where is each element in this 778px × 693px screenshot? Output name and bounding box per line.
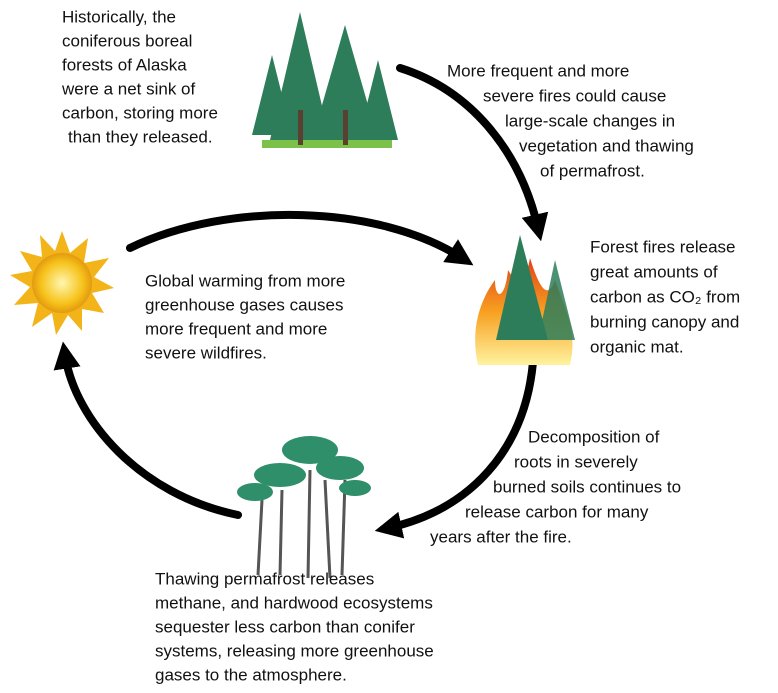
- arrows: [53, 64, 549, 539]
- sun: [10, 231, 114, 335]
- label-line: methane, and hardwood ecosystems: [155, 593, 433, 612]
- label-line: years after the fire.: [430, 527, 572, 546]
- label-line: greenhouse gases causes: [145, 295, 343, 314]
- label-line: vegetation and thawing: [519, 136, 694, 155]
- trunk: [298, 110, 303, 145]
- label-line: burned soils continues to: [493, 477, 681, 496]
- label-line: forests of Alaska: [62, 55, 187, 74]
- arrow: [126, 210, 474, 266]
- tree: [312, 25, 378, 140]
- tree: [252, 55, 292, 135]
- label-line: of permafrost.: [540, 161, 645, 180]
- label-line: carbon, storing more: [62, 103, 218, 122]
- grass: [262, 140, 392, 148]
- label-line: roots in severely: [514, 452, 638, 471]
- label-line: organic mat.: [590, 337, 684, 356]
- label-line: severe wildfires.: [145, 343, 267, 362]
- tree: [496, 235, 548, 340]
- label-line: carbon as CO₂ from: [590, 287, 740, 306]
- label-line: Historically, the: [62, 7, 176, 26]
- label-line: than they released.: [68, 127, 213, 146]
- label-line: sequester less carbon than conifer: [155, 617, 415, 636]
- label-line: Decomposition of: [528, 427, 660, 446]
- label-line: More frequent and more: [447, 61, 629, 80]
- label-line: large-scale changes in: [505, 111, 675, 130]
- sun-disc: [32, 253, 92, 313]
- label-line: release carbon for many: [465, 502, 649, 521]
- forest-fire: [475, 235, 575, 365]
- label-line: Thawing permafrost releases: [155, 569, 374, 588]
- trunk: [343, 110, 348, 145]
- arrow: [53, 341, 242, 519]
- tree: [358, 60, 398, 140]
- labels: Historically, the coniferous boreal forest…: [61, 7, 740, 684]
- label-line: Forest fires release: [590, 237, 736, 256]
- arrow: [396, 64, 549, 242]
- label-line: systems, releasing more greenhouse: [155, 641, 434, 660]
- label-line: severe fires could cause: [483, 86, 666, 105]
- label-line: coniferous boreal: [62, 31, 192, 50]
- arrow: [374, 358, 537, 539]
- conifer-trees: [252, 12, 398, 148]
- label-line: great amounts of: [590, 262, 718, 281]
- label-line: more frequent and more: [145, 319, 327, 338]
- label-line: burning canopy and: [590, 312, 739, 331]
- label-line: Global warming from more: [145, 271, 345, 290]
- label-line: gases to the atmosphere.: [155, 665, 347, 684]
- hardwood-trees: [237, 436, 371, 579]
- tree: [538, 260, 575, 340]
- label-line: were a net sink of: [61, 79, 196, 98]
